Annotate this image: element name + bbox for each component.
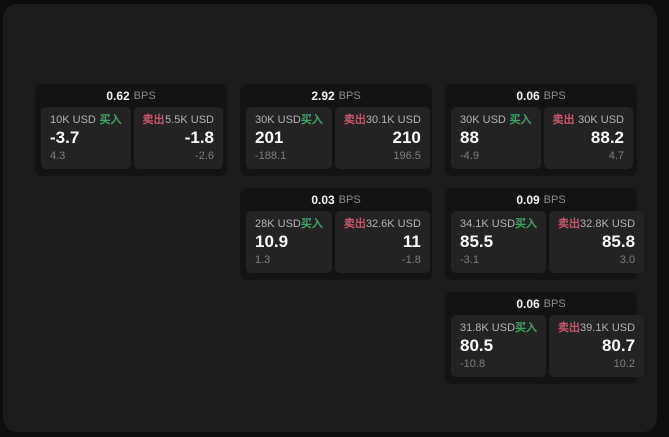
buy-quote-tile[interactable]: 10K USD 买入 -3.7 4.3: [41, 107, 131, 169]
sell-amount: 5.5K USD: [165, 114, 214, 126]
buy-label: 买入: [515, 322, 538, 334]
bps-header: 2.92 BPS: [240, 84, 432, 107]
buy-price: 88: [460, 128, 479, 147]
bps-card: 2.92 BPS 30K USD 买入 201 -188.1 卖出 30.1K …: [240, 84, 432, 176]
bps-header: 0.03 BPS: [240, 188, 432, 211]
buy-delta: 1.3: [255, 254, 271, 266]
buy-delta: -3.1: [460, 254, 479, 266]
sell-quote-tile[interactable]: 卖出 32.6K USD 11 -1.8: [334, 211, 430, 273]
buy-price: 80.5: [460, 336, 494, 355]
main-panel: 0.62 BPS 10K USD 买入 -3.7 4.3 卖出 5.5K USD: [3, 4, 657, 432]
buy-label: 买入: [300, 114, 323, 126]
bps-value: 0.03: [311, 192, 335, 207]
bps-card: 0.06 BPS 31.8K USD 买入 80.5 -10.8 卖出 39.1…: [445, 292, 645, 384]
sell-amount: 30.1K USD: [365, 114, 421, 126]
buy-amount: 10K USD: [50, 114, 96, 126]
buy-quote-tile[interactable]: 30K USD 买入 88 -4.9: [451, 107, 541, 169]
sell-label: 卖出: [558, 218, 581, 230]
buy-delta: 4.3: [50, 150, 66, 162]
buy-price: 85.5: [460, 232, 494, 251]
sell-delta: 196.5: [393, 150, 421, 162]
bps-unit-label: BPS: [338, 89, 361, 102]
sell-price: 11: [402, 232, 421, 251]
buy-amount: 30K USD: [460, 114, 506, 126]
bps-value: 0.09: [516, 192, 540, 207]
sell-label: 卖出: [343, 218, 366, 230]
sell-label: 卖出: [343, 114, 366, 126]
sell-price: 85.8: [601, 232, 636, 251]
sell-delta: 3.0: [619, 254, 636, 266]
bps-card: 0.06 BPS 30K USD 买入 88 -4.9 卖出 30K USD: [445, 84, 637, 176]
sell-amount: 32.6K USD: [365, 218, 421, 230]
sell-quote-tile[interactable]: 卖出 5.5K USD -1.8 -2.6: [133, 107, 223, 169]
buy-price: -3.7: [50, 128, 80, 147]
bps-unit-label: BPS: [133, 89, 156, 102]
buy-amount: 30K USD: [255, 114, 301, 126]
buy-label: 买入: [509, 114, 532, 126]
bps-value: 0.62: [106, 88, 130, 103]
bps-value: 0.06: [516, 296, 540, 311]
buy-amount: 34.1K USD: [460, 218, 516, 230]
buy-price: 201: [255, 128, 284, 147]
buy-price: 10.9: [255, 232, 289, 251]
buy-label: 买入: [515, 218, 538, 230]
buy-amount: 31.8K USD: [460, 322, 516, 334]
sell-delta: 4.7: [608, 150, 624, 162]
sell-delta: 10.2: [613, 358, 636, 370]
quote-card-grid: 0.62 BPS 10K USD 买入 -3.7 4.3 卖出 5.5K USD: [35, 84, 645, 384]
bps-value: 2.92: [311, 88, 335, 103]
buy-label: 买入: [99, 114, 122, 126]
bps-unit-label: BPS: [543, 193, 566, 206]
sell-label: 卖出: [552, 114, 575, 126]
sell-quote-tile[interactable]: 卖出 39.1K USD 80.7 10.2: [549, 315, 645, 377]
bps-header: 0.06 BPS: [445, 292, 637, 315]
sell-amount: 39.1K USD: [580, 322, 636, 334]
sell-price: 88.2: [590, 128, 624, 147]
sell-price: -1.8: [184, 128, 214, 147]
buy-amount: 28K USD: [255, 218, 301, 230]
sell-delta: -1.8: [401, 254, 421, 266]
buy-quote-tile[interactable]: 31.8K USD 买入 80.5 -10.8: [451, 315, 547, 377]
buy-delta: -4.9: [460, 150, 479, 162]
bps-card: 0.09 BPS 34.1K USD 买入 85.5 -3.1 卖出 32.8K…: [445, 188, 645, 280]
bps-header: 0.62 BPS: [35, 84, 227, 107]
buy-quote-tile[interactable]: 30K USD 买入 201 -188.1: [246, 107, 332, 169]
sell-amount: 30K USD: [578, 114, 624, 126]
buy-delta: -10.8: [460, 358, 486, 370]
buy-quote-tile[interactable]: 34.1K USD 买入 85.5 -3.1: [451, 211, 547, 273]
sell-price: 210: [392, 128, 421, 147]
sell-quote-tile[interactable]: 卖出 30K USD 88.2 4.7: [543, 107, 633, 169]
sell-quote-tile[interactable]: 卖出 30.1K USD 210 196.5: [334, 107, 430, 169]
sell-delta: -2.6: [195, 150, 214, 162]
sell-label: 卖出: [142, 114, 165, 126]
buy-delta: -188.1: [255, 150, 287, 162]
sell-quote-tile[interactable]: 卖出 32.8K USD 85.8 3.0: [549, 211, 645, 273]
bps-unit-label: BPS: [338, 193, 361, 206]
buy-quote-tile[interactable]: 28K USD 买入 10.9 1.3: [246, 211, 332, 273]
sell-label: 卖出: [558, 322, 581, 334]
bps-header: 0.06 BPS: [445, 84, 637, 107]
bps-value: 0.06: [516, 88, 540, 103]
bps-card: 0.62 BPS 10K USD 买入 -3.7 4.3 卖出 5.5K USD: [35, 84, 227, 176]
bps-unit-label: BPS: [543, 89, 566, 102]
bps-card: 0.03 BPS 28K USD 买入 10.9 1.3 卖出 32.6K US…: [240, 188, 432, 280]
bps-header: 0.09 BPS: [445, 188, 637, 211]
bps-unit-label: BPS: [543, 297, 566, 310]
sell-price: 80.7: [601, 336, 636, 355]
buy-label: 买入: [300, 218, 323, 230]
sell-amount: 32.8K USD: [580, 218, 636, 230]
